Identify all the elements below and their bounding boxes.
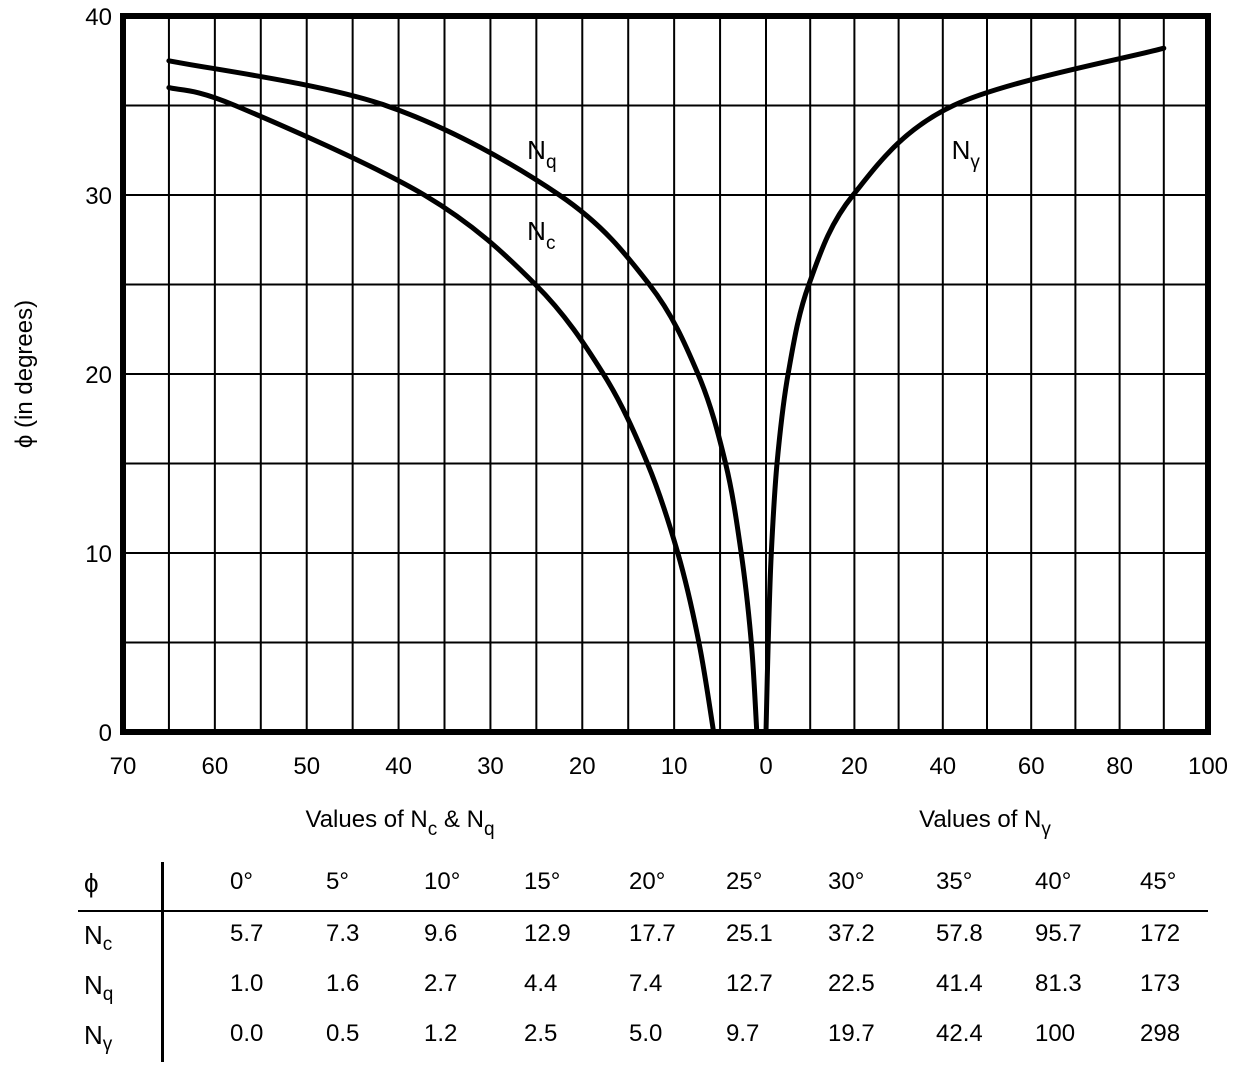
x-tick-label-right: 20	[841, 753, 868, 780]
table-cell: 298	[1140, 1020, 1181, 1047]
x-tick-label-left: 60	[202, 753, 229, 780]
x-tick-label-left: 20	[569, 753, 596, 780]
x-tick-label-right: 100	[1188, 753, 1228, 780]
factor-table: ϕ 0° 5° 10° 15° 20° 25° 30° 35° 40° 45° Nc 5.7 7.3 9.…	[78, 862, 1208, 1062]
table-column-header: 25°	[726, 868, 763, 895]
x-tick-label-right: 40	[929, 753, 956, 780]
table-cell: 7.4	[629, 970, 663, 997]
table-cell: 100	[1035, 1020, 1076, 1047]
curve-label-c: Nc	[527, 216, 555, 254]
table-header-divider	[78, 910, 1208, 912]
table-cell: 2.5	[524, 1020, 558, 1047]
curve-right-γ	[763, 45, 1167, 735]
curves	[166, 45, 1167, 735]
table-cell: 25.1	[726, 920, 773, 947]
curve-left-q	[166, 58, 760, 735]
table-cell: 7.3	[326, 920, 360, 947]
table-column-header: 0°	[230, 868, 253, 895]
x-tick-label-left: 70	[110, 753, 137, 780]
table-column-header: 10°	[424, 868, 461, 895]
table-cell: 41.4	[936, 970, 983, 997]
y-tick-label: 30	[85, 183, 112, 210]
table-cell: 9.7	[726, 1020, 760, 1047]
table-cell: 1.2	[424, 1020, 458, 1047]
table-cell: 22.5	[828, 970, 875, 997]
table-cell: 1.0	[230, 970, 264, 997]
table-cell: 0.0	[230, 1020, 264, 1047]
table-cell: 5.7	[230, 920, 264, 947]
y-tick-label: 40	[85, 4, 112, 31]
x-tick-label-right: 60	[1018, 753, 1045, 780]
table-cell: 0.5	[326, 1020, 360, 1047]
grid-lines	[122, 15, 1209, 733]
table-cell: 81.3	[1035, 970, 1082, 997]
x-tick-label-right: 0	[759, 753, 772, 780]
table-cell: 12.9	[524, 920, 571, 947]
table-cell: 12.7	[726, 970, 773, 997]
x-tick-label-left: 30	[477, 753, 504, 780]
table-column-header: 45°	[1140, 868, 1177, 895]
x-axis-title-right: Values of Nγ	[919, 806, 1051, 840]
x-axis-title-left: Values of Nc & Nq	[305, 806, 494, 840]
x-tick-label-left: 40	[385, 753, 412, 780]
table-column-header: 40°	[1035, 868, 1072, 895]
table-row-label: Nc	[84, 920, 113, 955]
table-cell: 17.7	[629, 920, 676, 947]
x-tick-labels: 70 60 50 40 30 20 10 0 20 40 60 80 100	[110, 753, 1228, 780]
table-cell: 2.7	[424, 970, 458, 997]
table-column-header: 15°	[524, 868, 561, 895]
x-tick-label-left: 50	[293, 753, 320, 780]
table-cell: 9.6	[424, 920, 458, 947]
table-cell: 57.8	[936, 920, 983, 947]
table-cell: 4.4	[524, 970, 558, 997]
curve-label-γ: Nγ	[952, 135, 981, 173]
table-column-header: 20°	[629, 868, 666, 895]
table-cell: 5.0	[629, 1020, 663, 1047]
y-tick-label: 20	[85, 362, 112, 389]
table-header-label: ϕ	[84, 868, 99, 898]
table-cell: 95.7	[1035, 920, 1082, 947]
y-tick-label: 0	[99, 720, 112, 747]
table-column-header: 5°	[326, 868, 349, 895]
table-cell: 37.2	[828, 920, 875, 947]
x-tick-label-right: 80	[1106, 753, 1133, 780]
table-cell: 1.6	[326, 970, 360, 997]
y-tick-labels: 0 10 20 30 40	[85, 4, 112, 747]
table-row-divider	[161, 862, 164, 1062]
curve-label-q: Nq	[527, 135, 556, 173]
table-row-label: Nγ	[84, 1020, 113, 1055]
x-tick-label-left: 10	[661, 753, 688, 780]
y-axis-title: ϕ (in degrees)	[11, 300, 38, 448]
plot-frame	[120, 13, 1211, 735]
table-cell: 173	[1140, 970, 1181, 997]
table-column-header: 35°	[936, 868, 973, 895]
y-tick-label: 10	[85, 541, 112, 568]
curve-left-c	[166, 85, 717, 735]
table-cell: 42.4	[936, 1020, 983, 1047]
table-cell: 172	[1140, 920, 1181, 947]
table-row-label: Nq	[84, 970, 114, 1005]
table-column-header: 30°	[828, 868, 865, 895]
table-cell: 19.7	[828, 1020, 875, 1047]
